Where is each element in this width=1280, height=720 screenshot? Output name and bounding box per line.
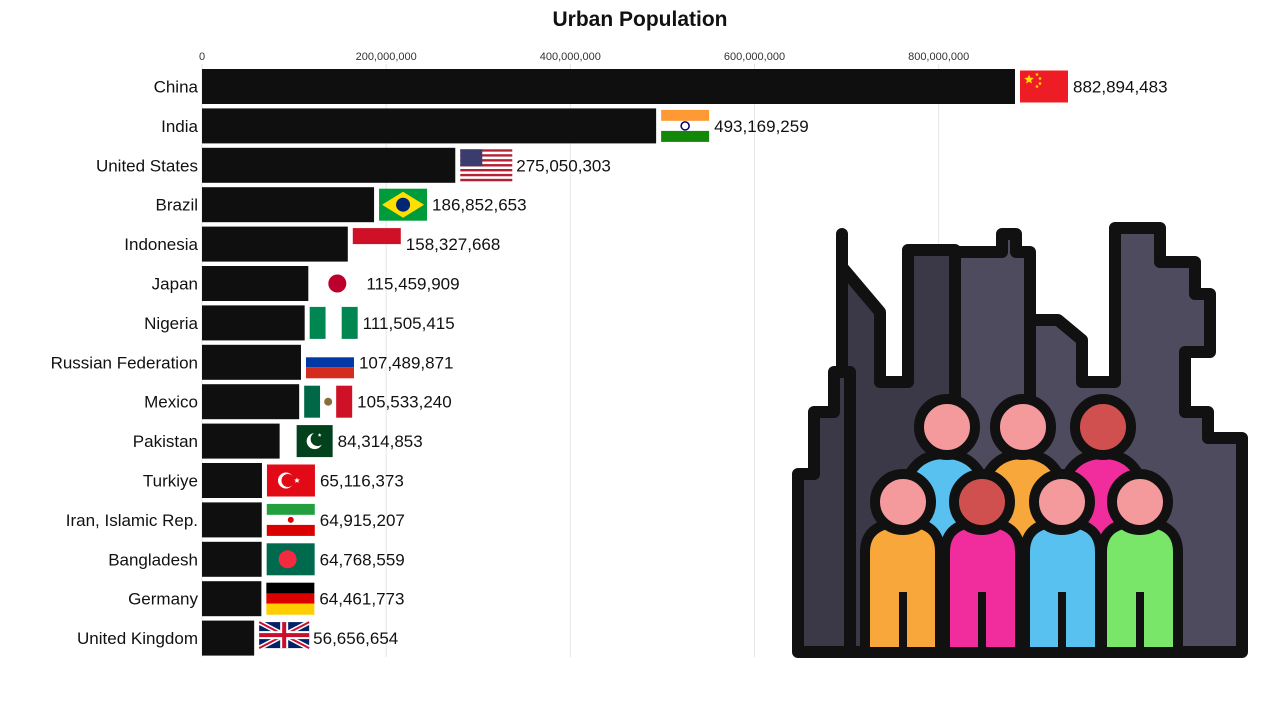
india-flag-icon [661, 109, 710, 142]
category-label: Mexico [144, 393, 198, 412]
bar [202, 502, 262, 538]
x-tick-label: 0 [199, 51, 205, 63]
value-label: 107,489,871 [359, 353, 454, 372]
bar [202, 541, 262, 577]
value-label: 882,894,483 [1073, 78, 1168, 97]
russia-flag-icon [305, 346, 354, 379]
value-label: 275,050,303 [516, 156, 611, 175]
x-tick-label: 600,000,000 [724, 51, 785, 63]
pakistan-flag-icon [284, 425, 333, 458]
category-label: Indonesia [124, 235, 198, 254]
value-label: 105,533,240 [357, 393, 452, 412]
value-label: 64,461,773 [319, 590, 404, 609]
value-label: 115,459,909 [366, 275, 459, 294]
value-label: 493,169,259 [714, 117, 809, 136]
value-label: 56,656,654 [313, 629, 398, 648]
brazil-flag-icon [379, 188, 428, 221]
x-tick-label: 400,000,000 [540, 51, 601, 63]
bar [202, 226, 348, 262]
category-label: United States [96, 156, 198, 175]
bar [202, 463, 262, 498]
nigeria-flag-icon [309, 306, 358, 339]
category-label: China [154, 78, 199, 97]
category-label: Bangladesh [108, 550, 198, 569]
category-label: Pakistan [133, 432, 198, 451]
value-label: 65,116,373 [320, 472, 404, 491]
bar [202, 266, 309, 301]
value-label: 84,314,853 [338, 432, 423, 451]
x-tick-label: 200,000,000 [356, 51, 417, 63]
category-label: Germany [128, 590, 198, 609]
chart-title: Urban Population [552, 8, 728, 31]
category-label: Russian Federation [51, 353, 198, 372]
bar [202, 187, 375, 223]
value-label: 64,915,207 [320, 511, 405, 530]
bar [202, 423, 280, 459]
category-label: United Kingdom [77, 629, 198, 648]
iran-flag-icon [266, 503, 315, 536]
bar [202, 344, 301, 380]
bar [202, 620, 255, 656]
value-label: 158,327,668 [406, 235, 501, 254]
bar [202, 305, 305, 341]
category-label: Turkiye [143, 472, 198, 491]
germany-flag-icon [266, 582, 315, 615]
city-crowd-icon [792, 222, 1248, 658]
bar [202, 384, 300, 420]
bar [202, 147, 456, 183]
indonesia-flag-icon [352, 228, 401, 245]
japan-flag-icon [313, 267, 362, 300]
x-tick-label: 800,000,000 [908, 51, 969, 63]
value-label: 186,852,653 [432, 196, 527, 215]
china-flag-icon [1020, 70, 1068, 103]
mexico-flag-icon [304, 385, 353, 418]
usa-flag-icon [460, 149, 513, 182]
category-label: Brazil [155, 196, 198, 215]
value-label: 64,768,559 [320, 550, 405, 569]
bar [202, 69, 1015, 104]
category-label: Japan [152, 275, 198, 294]
category-label: Nigeria [144, 314, 198, 333]
uk-flag-icon [258, 619, 311, 651]
bangladesh-flag-icon [266, 543, 315, 576]
turkiye-flag-icon [266, 464, 315, 497]
bar [202, 108, 657, 144]
bar [202, 581, 262, 617]
category-label: India [161, 117, 198, 136]
category-label: Iran, Islamic Rep. [66, 511, 198, 530]
value-label: 111,505,415 [363, 314, 455, 333]
